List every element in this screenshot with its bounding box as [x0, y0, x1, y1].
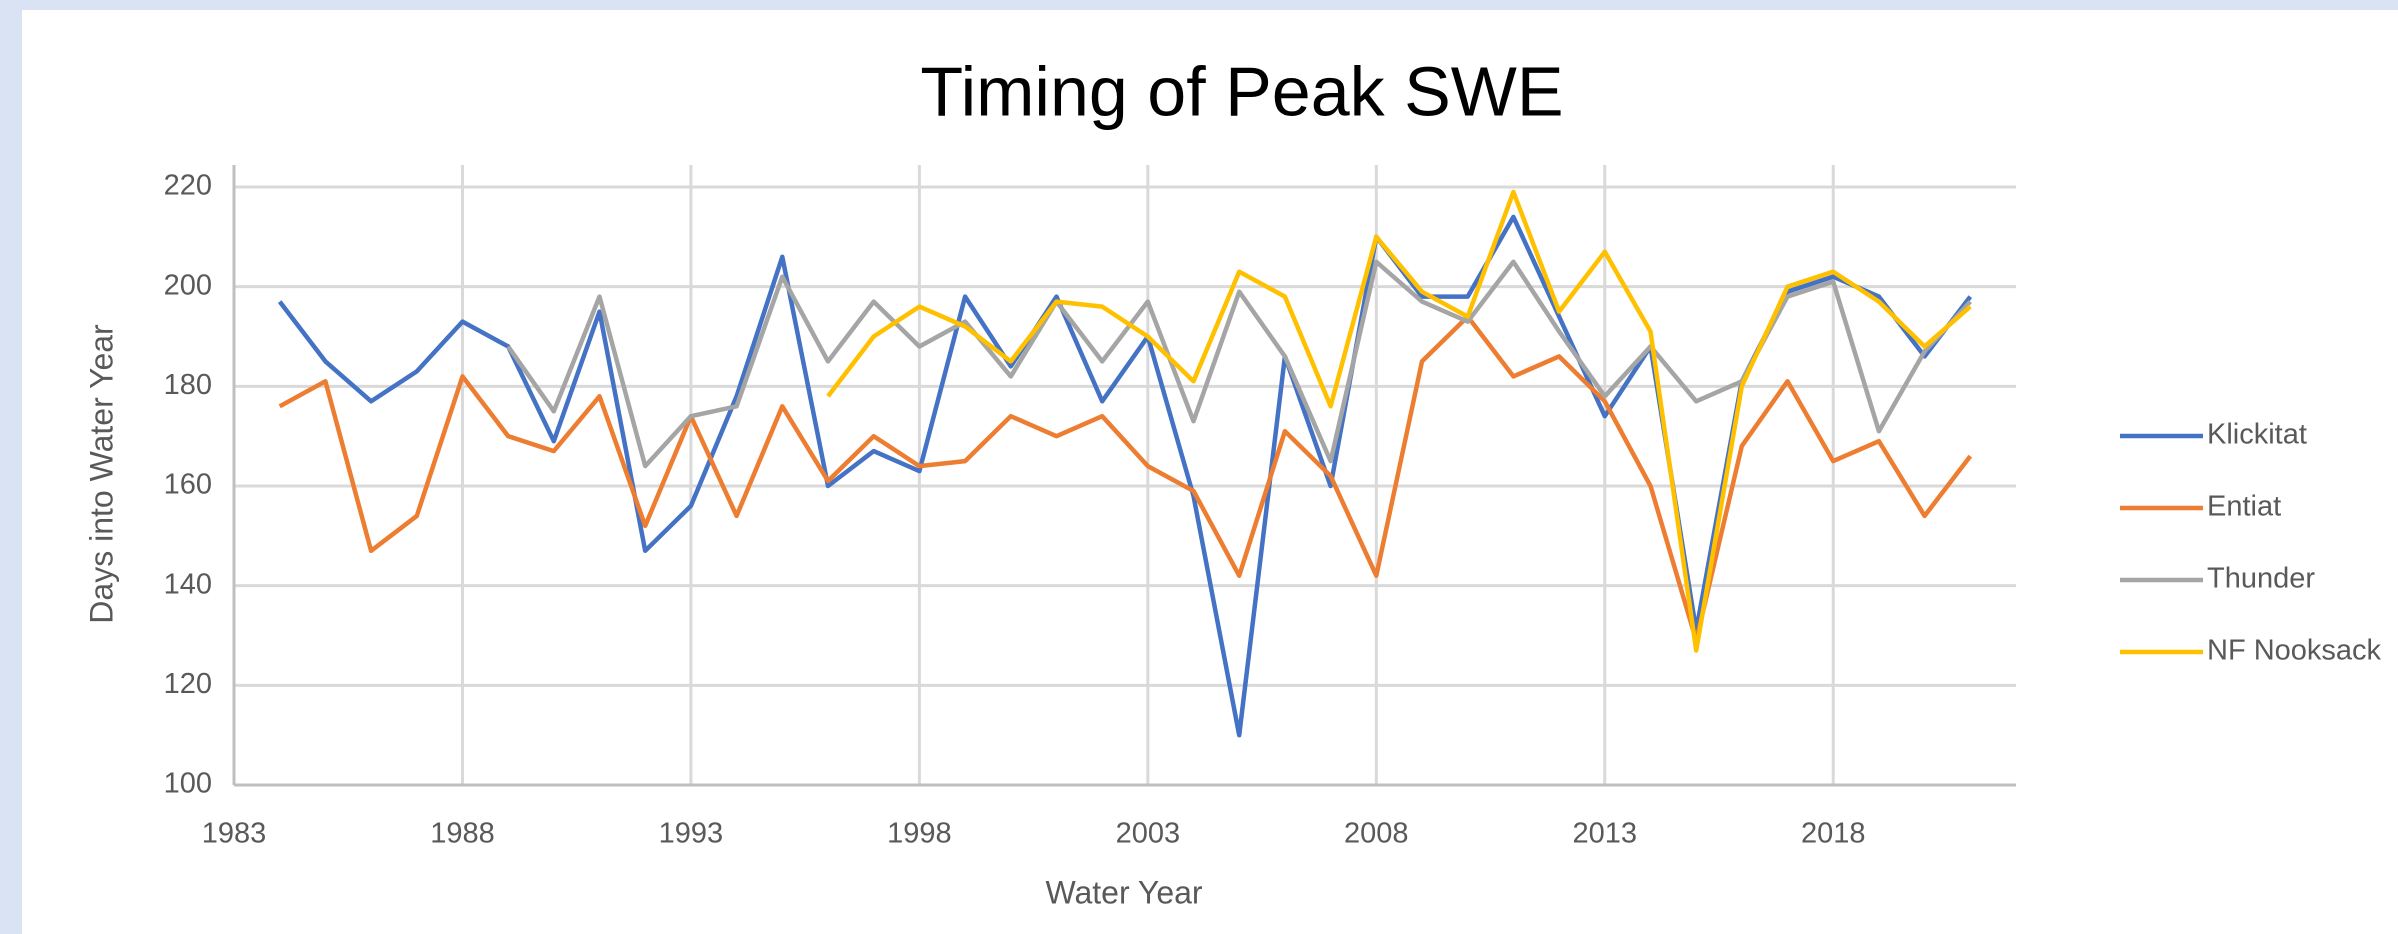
- x-tick-label: 2018: [1801, 818, 1866, 850]
- series-line: [278, 314, 1973, 643]
- legend-label: Klickitat: [2207, 419, 2307, 451]
- chart-title: Timing of Peak SWE: [920, 52, 1563, 130]
- y-tick-label: 160: [164, 469, 212, 501]
- y-axis-title: Days into Water Year: [83, 324, 119, 624]
- legend-label: Thunder: [2207, 563, 2315, 595]
- y-tick-label: 140: [164, 568, 212, 600]
- legend-label: Entiat: [2207, 491, 2281, 523]
- x-tick-label: 1988: [430, 818, 495, 850]
- y-tick-label: 180: [164, 369, 212, 401]
- y-tick-label: 100: [164, 768, 212, 800]
- legend-label: NF Nooksack: [2207, 635, 2382, 667]
- series-line: [826, 189, 1972, 653]
- x-tick-label: 1993: [659, 818, 724, 850]
- y-tick-label: 220: [164, 170, 212, 202]
- series-line: [506, 259, 1972, 469]
- x-tick-label: 2008: [1344, 818, 1409, 850]
- x-tick-label: 2013: [1573, 818, 1638, 850]
- y-tick-label: 200: [164, 269, 212, 301]
- x-tick-label: 1983: [202, 818, 267, 850]
- x-tick-label: 2003: [1116, 818, 1181, 850]
- x-tick-label: 1998: [887, 818, 952, 850]
- y-tick-label: 120: [164, 668, 212, 700]
- chart-panel: [22, 10, 2398, 934]
- x-axis-title: Water Year: [1045, 874, 1202, 910]
